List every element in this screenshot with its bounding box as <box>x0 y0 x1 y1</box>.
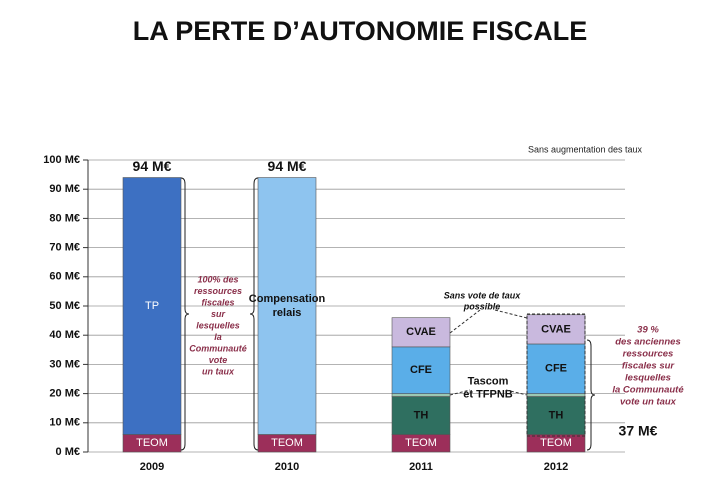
y-tick-label: 20 M€ <box>49 388 80 400</box>
annotation: ressources <box>194 286 242 296</box>
total-label: 94 M€ <box>268 158 307 174</box>
annotation: Communauté <box>189 343 247 353</box>
remaining-label: 37 M€ <box>619 423 658 439</box>
pointer <box>494 309 528 319</box>
y-tick-label: 0 M€ <box>56 446 80 458</box>
y-tick-label: 60 M€ <box>49 271 80 283</box>
annotation: possible <box>463 301 501 311</box>
annotation: 39 % <box>637 325 659 336</box>
segment-label: CFE <box>545 363 567 375</box>
bar-segment <box>526 393 586 397</box>
annotation: la <box>214 332 222 342</box>
note: Sans augmentation des taux <box>528 144 643 154</box>
brace <box>180 177 190 451</box>
annotation: sur <box>211 309 226 319</box>
bar-segment <box>391 317 451 348</box>
segment-label: TH <box>414 409 429 421</box>
y-tick-label: 100 M€ <box>43 154 80 166</box>
segment-label: Tascom et TFPNB <box>463 375 513 400</box>
segment-label: TEOM <box>405 437 437 449</box>
annotation: fiscales <box>201 297 234 307</box>
bar-segment <box>526 314 586 345</box>
annotation: des anciennes <box>615 337 680 348</box>
annotation: lesquelles <box>625 373 671 384</box>
y-tick-label: 30 M€ <box>49 358 80 370</box>
y-tick-label: 90 M€ <box>49 183 80 195</box>
x-tick-label: 2010 <box>275 461 299 473</box>
x-tick-label: 2012 <box>544 461 568 473</box>
brace <box>249 177 259 451</box>
annotation: vote un taux <box>620 397 677 408</box>
y-tick-label: 50 M€ <box>49 300 80 312</box>
x-tick-label: 2009 <box>140 461 164 473</box>
y-tick-label: 40 M€ <box>49 329 80 341</box>
brace <box>586 339 596 451</box>
chart-title: LA PERTE D’AUTONOMIE FISCALE <box>133 16 588 46</box>
segment-label: TEOM <box>136 437 168 449</box>
segment-label: TEOM <box>540 437 572 449</box>
bar-segment <box>391 396 451 435</box>
annotation: 100% des <box>197 274 238 284</box>
annotation: la Communauté <box>612 385 684 396</box>
segment-label: Compensation relais <box>249 293 326 319</box>
x-tick-label: 2011 <box>409 461 433 473</box>
bar-segment <box>526 396 586 435</box>
annotation: Sans vote de taux <box>444 290 522 300</box>
pointer <box>449 309 481 334</box>
segment-label: TP <box>145 300 159 312</box>
y-tick-label: 10 M€ <box>49 417 80 429</box>
pointer <box>505 389 528 396</box>
bar-segment <box>122 177 182 435</box>
total-label: 94 M€ <box>133 158 172 174</box>
pointer <box>449 389 471 396</box>
segment-label: CFE <box>410 364 432 376</box>
segment-label: TEOM <box>271 437 303 449</box>
bar-segment <box>391 346 451 394</box>
annotation: vote <box>209 355 228 365</box>
annotation: ressources <box>623 349 674 360</box>
segment-label: TH <box>549 409 564 421</box>
annotation: un taux <box>202 366 235 376</box>
y-tick-label: 70 M€ <box>49 242 80 254</box>
segment-label: CVAE <box>541 323 571 335</box>
bar-segment <box>391 393 451 397</box>
annotation: fiscales sur <box>622 361 676 372</box>
annotation: lesquelles <box>196 320 240 330</box>
bar-segment <box>257 177 317 435</box>
segment-label: CVAE <box>406 326 436 338</box>
y-tick-label: 80 M€ <box>49 212 80 224</box>
